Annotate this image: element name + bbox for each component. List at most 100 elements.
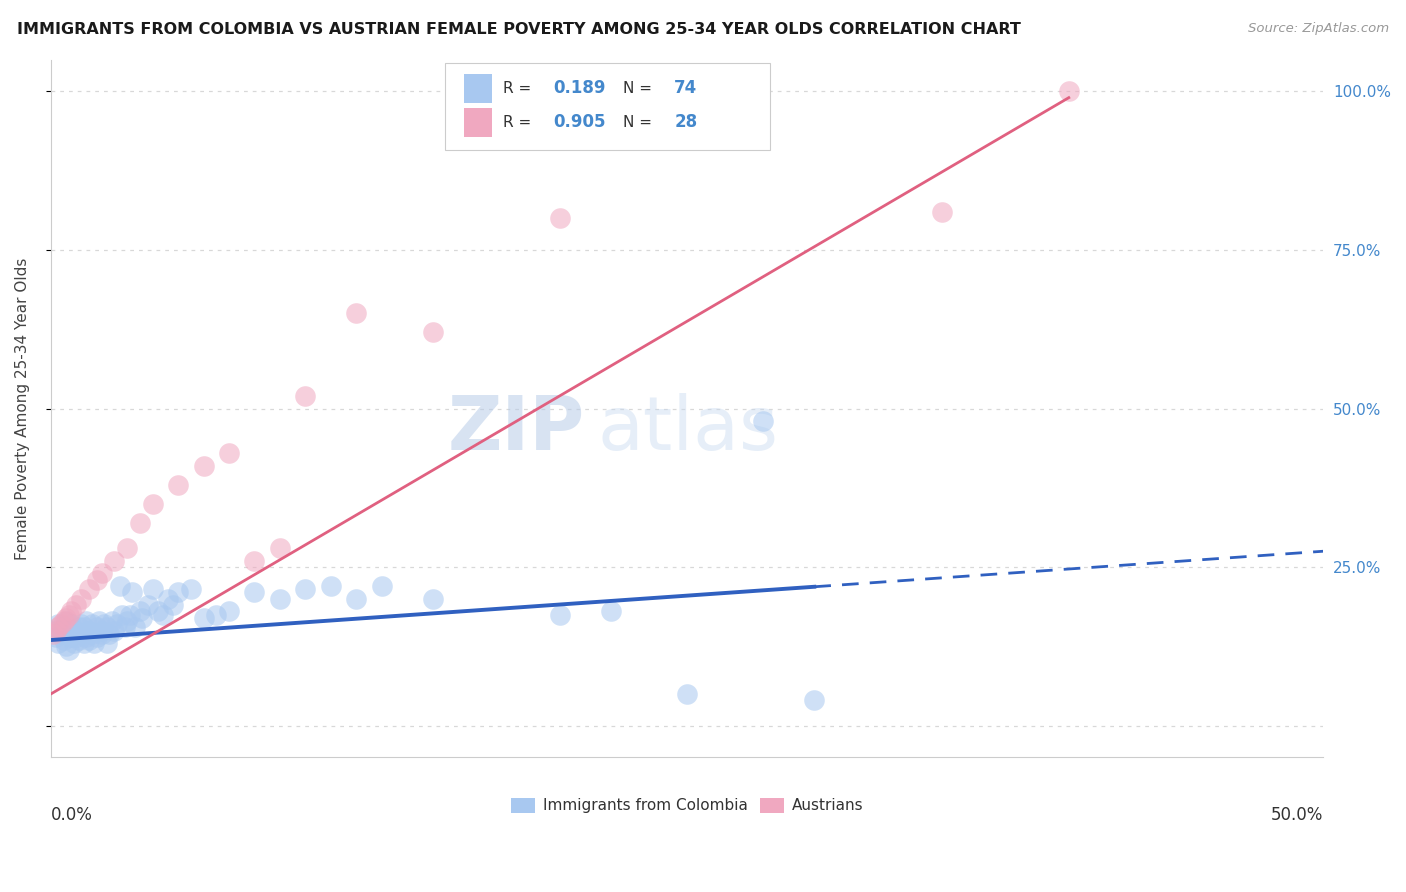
Point xyxy=(131,611,153,625)
Point xyxy=(42,624,65,638)
Point xyxy=(803,693,825,707)
Point xyxy=(114,620,136,634)
Point xyxy=(48,620,70,634)
Point xyxy=(129,516,152,530)
Point xyxy=(269,541,291,555)
Point xyxy=(70,617,93,632)
Point xyxy=(676,687,699,701)
Point xyxy=(65,624,87,638)
Point xyxy=(73,636,96,650)
Point xyxy=(111,607,134,622)
Text: ZIP: ZIP xyxy=(449,393,585,466)
Point xyxy=(218,605,240,619)
Point xyxy=(55,611,77,625)
Point xyxy=(162,598,184,612)
Point xyxy=(67,620,90,634)
Point xyxy=(243,585,266,599)
Point xyxy=(48,617,70,632)
Text: 0.905: 0.905 xyxy=(554,113,606,131)
Point xyxy=(422,326,444,340)
Point xyxy=(42,626,65,640)
Text: 0.0%: 0.0% xyxy=(51,806,93,824)
Point xyxy=(58,607,80,622)
Point xyxy=(121,585,143,599)
Text: atlas: atlas xyxy=(598,393,779,466)
Point xyxy=(294,389,316,403)
Point xyxy=(548,607,571,622)
Point xyxy=(142,582,165,597)
Point xyxy=(55,640,77,654)
Point xyxy=(60,605,83,619)
FancyBboxPatch shape xyxy=(446,63,769,151)
Point xyxy=(124,620,146,634)
Point xyxy=(294,582,316,597)
Point xyxy=(96,620,118,634)
Point xyxy=(52,633,75,648)
Point xyxy=(62,636,84,650)
Point xyxy=(90,566,112,581)
Text: IMMIGRANTS FROM COLOMBIA VS AUSTRIAN FEMALE POVERTY AMONG 25-34 YEAR OLDS CORREL: IMMIGRANTS FROM COLOMBIA VS AUSTRIAN FEM… xyxy=(17,22,1021,37)
Point xyxy=(422,591,444,606)
Point xyxy=(96,636,118,650)
Point xyxy=(77,633,100,648)
Point xyxy=(86,573,108,587)
Text: N =: N = xyxy=(623,80,652,95)
Point xyxy=(548,211,571,226)
Point xyxy=(146,605,169,619)
Point xyxy=(319,579,342,593)
Point xyxy=(344,306,367,320)
Point xyxy=(80,617,103,632)
Point xyxy=(105,617,128,632)
Text: 74: 74 xyxy=(675,79,697,97)
Point xyxy=(83,636,105,650)
Point xyxy=(65,598,87,612)
Point xyxy=(90,626,112,640)
Point xyxy=(98,626,121,640)
Bar xyxy=(464,73,492,103)
Point xyxy=(58,624,80,638)
Bar xyxy=(464,108,492,137)
Point xyxy=(77,624,100,638)
Point xyxy=(52,620,75,634)
Point xyxy=(49,626,72,640)
Point xyxy=(370,579,392,593)
Point xyxy=(103,624,125,638)
Point xyxy=(70,626,93,640)
Point xyxy=(129,605,152,619)
Point xyxy=(752,414,775,428)
Point xyxy=(167,585,190,599)
Text: 0.189: 0.189 xyxy=(554,79,606,97)
Point xyxy=(52,614,75,628)
Legend: Immigrants from Colombia, Austrians: Immigrants from Colombia, Austrians xyxy=(505,792,870,820)
Point xyxy=(118,607,141,622)
Point xyxy=(48,636,70,650)
Point xyxy=(45,630,67,644)
Point xyxy=(142,497,165,511)
Point xyxy=(62,626,84,640)
Point xyxy=(115,614,138,628)
Point xyxy=(60,617,83,632)
Point xyxy=(77,582,100,597)
Point xyxy=(1057,84,1080,98)
Point xyxy=(193,611,215,625)
Text: R =: R = xyxy=(502,115,531,130)
Point xyxy=(152,607,174,622)
Point xyxy=(115,541,138,555)
Point xyxy=(55,614,77,628)
Point xyxy=(180,582,202,597)
Point xyxy=(73,620,96,634)
Text: N =: N = xyxy=(623,115,652,130)
Point xyxy=(156,591,179,606)
Point xyxy=(80,626,103,640)
Point xyxy=(67,633,90,648)
Point xyxy=(86,620,108,634)
Point xyxy=(93,617,115,632)
Text: Source: ZipAtlas.com: Source: ZipAtlas.com xyxy=(1249,22,1389,36)
Point xyxy=(103,554,125,568)
Text: 50.0%: 50.0% xyxy=(1271,806,1323,824)
Point xyxy=(344,591,367,606)
Text: 28: 28 xyxy=(675,113,697,131)
Point xyxy=(136,598,159,612)
Point xyxy=(89,614,111,628)
Point xyxy=(75,614,97,628)
